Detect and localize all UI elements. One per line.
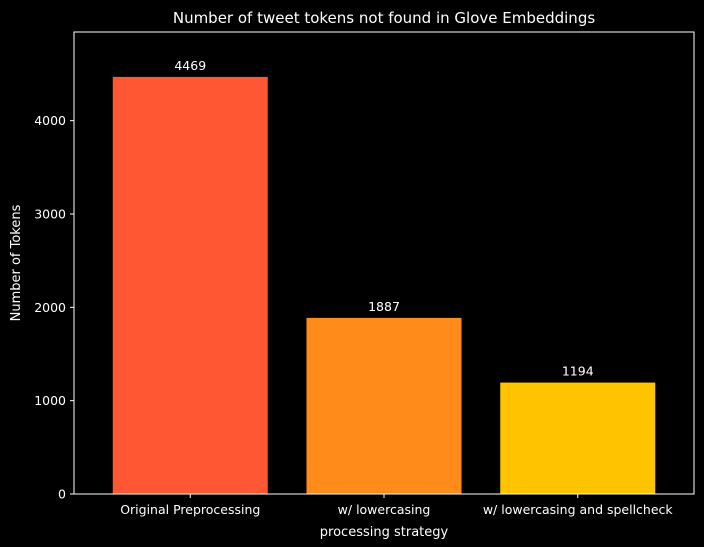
y-tick-label-3: 2000 xyxy=(34,300,66,315)
data-label-3: 1194 xyxy=(562,364,594,379)
y-tick-label-4: 3000 xyxy=(34,207,66,222)
y-axis: 0 1000 2000 3000 4000 xyxy=(34,113,74,502)
y-tick-label-2: 1000 xyxy=(34,393,66,408)
y-tick-label-5: 4000 xyxy=(34,113,66,128)
x-tick-label-3: w/ lowercasing and spellcheck xyxy=(483,502,674,517)
x-tick-label-1: Original Preprocessing xyxy=(120,502,260,517)
bar-3 xyxy=(500,382,656,494)
bar-2 xyxy=(306,317,462,494)
data-label-2: 1887 xyxy=(368,299,400,314)
bar-1 xyxy=(112,76,268,494)
data-labels: 4469 1887 1194 xyxy=(174,58,593,379)
chart-title: Number of tweet tokens not found in Glov… xyxy=(173,9,595,27)
x-axis: Original Preprocessing w/ lowercasing w/ l… xyxy=(120,494,673,517)
data-label-1: 4469 xyxy=(174,58,206,73)
x-axis-label: processing strategy xyxy=(320,525,449,540)
bars xyxy=(112,76,656,494)
y-axis-label: Number of Tokens xyxy=(9,204,24,321)
x-tick-label-2: w/ lowercasing xyxy=(338,502,431,517)
y-tick-label-1: 0 xyxy=(58,487,66,502)
